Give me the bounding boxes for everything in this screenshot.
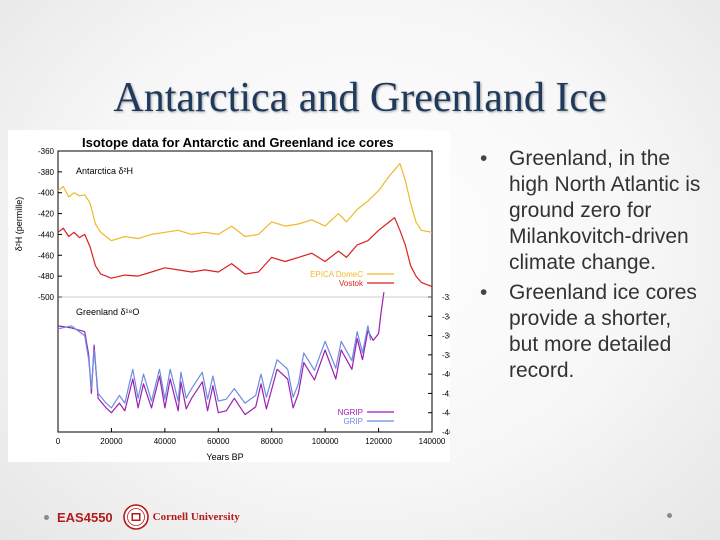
series-line-vostok bbox=[57, 217, 433, 288]
legend-label: EPICA DomeC bbox=[310, 270, 363, 279]
panel-label: Greenland δ¹⁸O bbox=[76, 307, 139, 317]
x-tick-label: 120000 bbox=[365, 437, 392, 446]
y-tick-label: -34 bbox=[442, 312, 450, 321]
y-tick-label: -360 bbox=[38, 147, 55, 156]
y-tick-label: -44 bbox=[442, 409, 450, 418]
footer: EAS4550 Cornell University bbox=[44, 500, 240, 534]
x-tick-label: 20000 bbox=[100, 437, 123, 446]
chart-title: Isotope data for Antarctic and Greenland… bbox=[82, 135, 394, 150]
x-tick-label: 80000 bbox=[261, 437, 284, 446]
y-tick-label: -36 bbox=[442, 332, 450, 341]
y-tick-label: -40 bbox=[442, 370, 450, 379]
y-axis-label: δ²H (permille) bbox=[14, 197, 24, 252]
x-tick-label: 140000 bbox=[419, 437, 446, 446]
university-name: Cornell University bbox=[152, 511, 240, 523]
x-tick-label: 0 bbox=[56, 437, 61, 446]
bullet-greenland-cores: Greenland ice cores provide a shorter, b… bbox=[480, 280, 705, 384]
bullet-greenland-location: Greenland, in the high North Atlantic is… bbox=[480, 146, 705, 276]
y-tick-label: -32 bbox=[442, 293, 450, 302]
course-code: EAS4550 bbox=[57, 509, 113, 525]
y-tick-label: -480 bbox=[38, 272, 55, 281]
legend-label: Vostok bbox=[339, 279, 364, 288]
series-line-epica-domec bbox=[57, 162, 433, 242]
panel-label: Antarctica δ²H bbox=[76, 166, 133, 176]
bullet-list: Greenland, in the high North Atlantic is… bbox=[480, 146, 705, 388]
isotope-chart: Isotope data for Antarctic and Greenland… bbox=[8, 130, 450, 462]
y-tick-label: -38 bbox=[442, 351, 450, 360]
plot-frame bbox=[57, 150, 433, 433]
y-tick-label: -460 bbox=[38, 251, 55, 260]
y-tick-label: -380 bbox=[38, 168, 55, 177]
x-tick-label: 60000 bbox=[207, 437, 230, 446]
y-tick-label: -500 bbox=[38, 293, 55, 302]
x-axis-label: Years BP bbox=[206, 452, 243, 462]
university-seal-icon bbox=[122, 504, 149, 530]
footer-bullet-dot bbox=[44, 514, 49, 520]
footer-right-dot bbox=[667, 513, 672, 518]
series-line-grip bbox=[57, 325, 372, 409]
chart-canvas: Isotope data for Antarctic and Greenland… bbox=[14, 135, 450, 462]
y-tick-label: -420 bbox=[38, 210, 55, 219]
y-tick-label: -46 bbox=[442, 428, 450, 437]
series-line-ngrip bbox=[57, 292, 385, 416]
y-tick-label: -42 bbox=[442, 389, 450, 398]
slide-title: Antarctica and Greenland Ice bbox=[113, 75, 607, 121]
x-tick-label: 100000 bbox=[312, 437, 339, 446]
legend-label: NGRIP bbox=[338, 408, 363, 417]
legend-label: GRIP bbox=[343, 417, 363, 426]
x-tick-label: 40000 bbox=[154, 437, 177, 446]
y-tick-label: -440 bbox=[38, 230, 55, 239]
y-tick-label: -400 bbox=[38, 189, 55, 198]
